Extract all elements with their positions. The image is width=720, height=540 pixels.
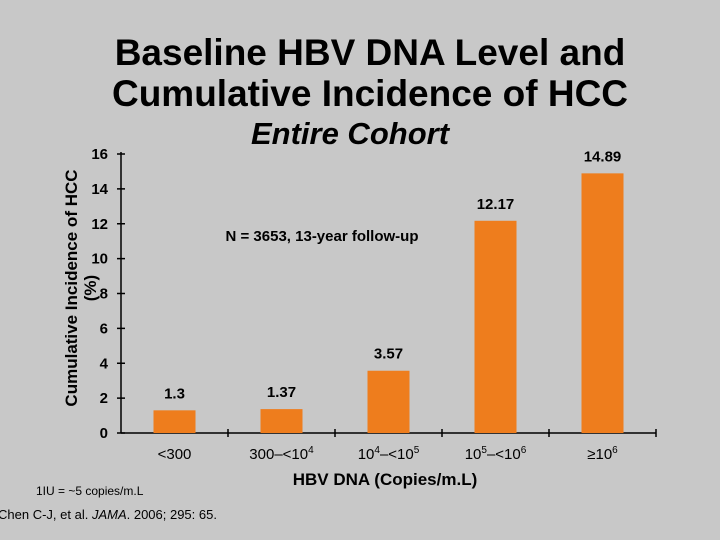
slide-title-line-2: Cumulative Incidence of HCC xyxy=(111,73,629,114)
slide-title: Baseline HBV DNA Level and Cumulative In… xyxy=(40,32,700,114)
y-tick-label: 16 xyxy=(91,146,108,163)
y-tick-label: 12 xyxy=(91,216,108,233)
y-tick-label: 6 xyxy=(100,320,108,337)
bar-value-label: 1.3 xyxy=(164,385,185,402)
chart-subtitle: Entire Cohort xyxy=(250,116,450,151)
y-tick-label: 2 xyxy=(100,390,108,407)
citation-details: . 2006; 295: 65. xyxy=(126,507,217,522)
slide-title-line-1: Baseline HBV DNA Level and xyxy=(114,32,626,73)
x-category-label: <300 xyxy=(158,446,192,463)
chart-annotation: N = 3653, 13-year follow-up xyxy=(226,228,419,245)
citation: Chen C-J, et al. JAMA. 2006; 295: 65. xyxy=(0,507,217,522)
bar-value-label: 1.37 xyxy=(267,384,296,401)
y-tick-label: 14 xyxy=(91,181,108,198)
bar xyxy=(367,370,410,433)
x-category-label: 105–<106 xyxy=(465,445,527,463)
bar xyxy=(474,220,517,433)
bar-value-label: 12.17 xyxy=(477,196,515,213)
bar xyxy=(153,410,196,433)
bar xyxy=(260,409,303,433)
y-tick-label: 10 xyxy=(91,251,108,268)
x-category-label: ≥106 xyxy=(587,445,618,463)
x-category-label: 300–<104 xyxy=(249,445,314,463)
x-axis-label: HBV DNA (Copies/m.L) xyxy=(292,470,478,489)
y-tick-label: 0 xyxy=(100,425,108,442)
bar-value-label: 3.57 xyxy=(374,346,403,363)
y-tick-label: 4 xyxy=(100,355,109,372)
x-category-label: 104–<105 xyxy=(358,445,420,463)
citation-authors: Chen C-J, et al. xyxy=(0,507,92,522)
unit-footnote: 1IU = ~5 copies/m.L xyxy=(36,484,144,498)
citation-journal: JAMA xyxy=(91,507,127,522)
bar xyxy=(581,173,624,433)
y-tick-label: 8 xyxy=(100,286,108,303)
bar-value-label: 14.89 xyxy=(584,148,622,165)
